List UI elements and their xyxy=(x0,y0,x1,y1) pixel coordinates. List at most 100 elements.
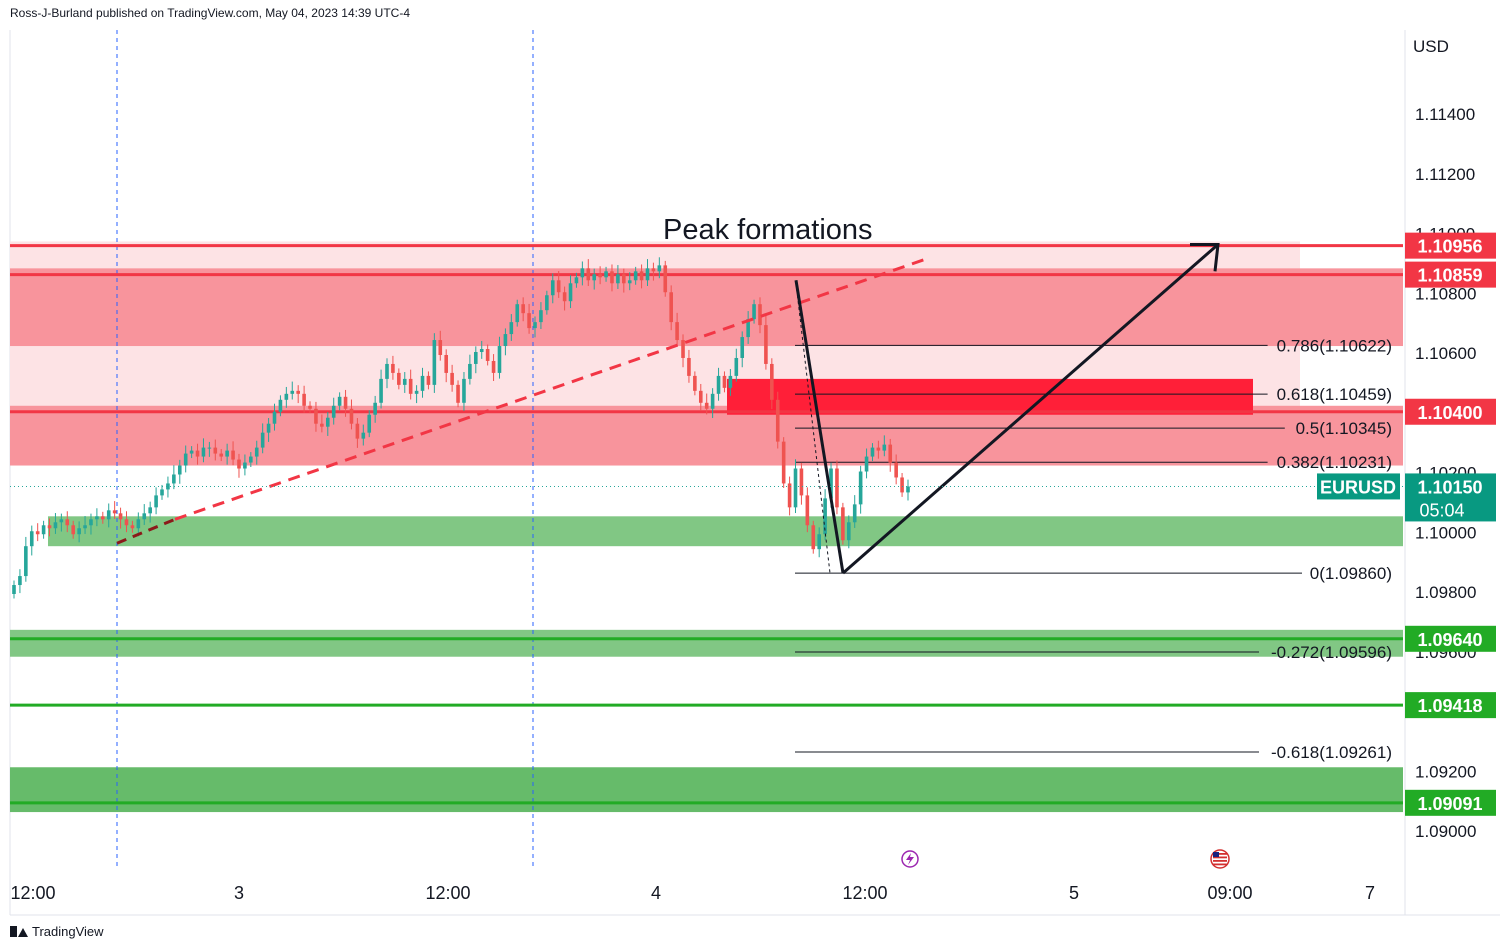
candle xyxy=(189,446,194,459)
support-zone-upper xyxy=(48,516,1403,547)
candle xyxy=(414,385,419,404)
y-tick-label: 1.10800 xyxy=(1415,284,1476,303)
candle-body xyxy=(722,375,727,388)
candle xyxy=(106,503,111,528)
candle xyxy=(657,257,662,279)
candle xyxy=(675,312,679,346)
candle xyxy=(633,266,638,285)
candle-body xyxy=(225,450,229,457)
candle-body xyxy=(841,507,845,541)
candle xyxy=(479,340,484,359)
candle-body xyxy=(758,304,762,326)
candle xyxy=(627,272,632,291)
candle-body xyxy=(882,444,887,451)
candle xyxy=(41,520,46,539)
fib-label-0.786: 0.786(1.10622) xyxy=(1277,336,1392,355)
candle-body xyxy=(491,360,496,373)
candle xyxy=(249,452,253,468)
candle-body xyxy=(397,372,401,385)
candle-body xyxy=(343,396,348,409)
candle-body xyxy=(278,399,283,412)
candle xyxy=(805,487,810,533)
fib-label--0.272: -0.272(1.09596) xyxy=(1271,643,1392,662)
impulse-down-line xyxy=(794,280,845,574)
footer-brand[interactable]: TradingView xyxy=(10,924,104,939)
candle xyxy=(142,504,147,525)
candle-body xyxy=(355,423,360,439)
candle-body xyxy=(740,337,745,358)
price-badge-bg xyxy=(1405,232,1496,259)
price-badge: 1.09640 xyxy=(1405,625,1496,652)
fib-label--0.618: -0.618(1.09261) xyxy=(1271,743,1392,762)
candle xyxy=(118,507,123,529)
candle-body xyxy=(639,271,644,281)
price-badge: 1.09091 xyxy=(1405,789,1496,816)
support-zone-lower xyxy=(10,767,1403,813)
candle xyxy=(320,414,324,433)
candle-body xyxy=(556,280,561,293)
candle xyxy=(278,395,283,417)
candle-body xyxy=(95,516,99,520)
candle-body xyxy=(698,390,703,403)
candle xyxy=(213,439,218,461)
candle xyxy=(882,435,887,457)
candle-body xyxy=(764,325,768,364)
candle xyxy=(160,484,164,500)
candle xyxy=(474,346,478,374)
y-tick-label: 1.10600 xyxy=(1415,344,1476,363)
candle xyxy=(426,371,431,390)
candle-body xyxy=(24,546,28,577)
candle-body xyxy=(580,268,585,278)
candle xyxy=(864,448,869,479)
candle xyxy=(622,268,626,293)
candle xyxy=(438,330,443,361)
last-price-badge-bg xyxy=(1405,473,1496,522)
x-tick-label: 12:00 xyxy=(425,883,470,903)
candle-body xyxy=(450,372,454,385)
candle-body xyxy=(53,522,58,529)
candle xyxy=(172,465,176,490)
candle-body xyxy=(888,444,893,463)
projection-arrow-line xyxy=(842,243,1219,575)
candle xyxy=(787,476,792,516)
candle-body xyxy=(320,423,324,427)
candle-body xyxy=(858,471,863,505)
candle xyxy=(231,441,235,466)
price-badge: 1.10859 xyxy=(1405,261,1496,288)
candle xyxy=(325,412,330,436)
flag-canton xyxy=(1213,852,1219,857)
candle xyxy=(71,520,76,539)
candle-body xyxy=(864,456,869,472)
candle xyxy=(527,303,531,334)
candle-body xyxy=(29,531,34,547)
candles-group xyxy=(12,257,910,599)
price-badge-bg xyxy=(1405,789,1496,816)
candle xyxy=(35,523,40,542)
candle-body xyxy=(408,378,413,394)
candle xyxy=(716,367,721,401)
candle-body xyxy=(710,393,715,409)
candle xyxy=(154,487,158,515)
candle-body xyxy=(308,405,312,409)
candle-body xyxy=(124,519,129,526)
price-badge-bg xyxy=(1405,625,1496,652)
candle xyxy=(12,580,16,599)
candle xyxy=(391,355,395,380)
candle xyxy=(361,424,366,446)
candle xyxy=(497,336,502,379)
price-badge-label: 1.10859 xyxy=(1417,266,1482,286)
candle xyxy=(710,388,715,419)
countdown-label: 05:04 xyxy=(1419,500,1464,520)
candle xyxy=(811,520,816,554)
candle-body xyxy=(414,390,419,394)
x-tick-label: 3 xyxy=(234,883,244,903)
candle-body xyxy=(183,453,188,466)
price-badge-label: 1.09091 xyxy=(1417,794,1482,814)
candle-body xyxy=(503,334,508,347)
candle xyxy=(817,527,821,558)
candle xyxy=(65,511,70,533)
candle-body xyxy=(681,340,685,358)
price-badge-bg xyxy=(1405,398,1496,425)
candle-body xyxy=(385,363,389,379)
